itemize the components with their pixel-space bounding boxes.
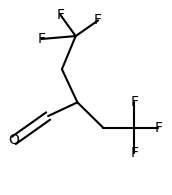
Text: F: F bbox=[130, 95, 138, 109]
Text: F: F bbox=[154, 121, 162, 135]
Text: O: O bbox=[8, 133, 19, 147]
Text: F: F bbox=[94, 13, 102, 27]
Text: F: F bbox=[56, 8, 64, 22]
Text: F: F bbox=[130, 146, 138, 160]
Text: F: F bbox=[37, 32, 45, 46]
